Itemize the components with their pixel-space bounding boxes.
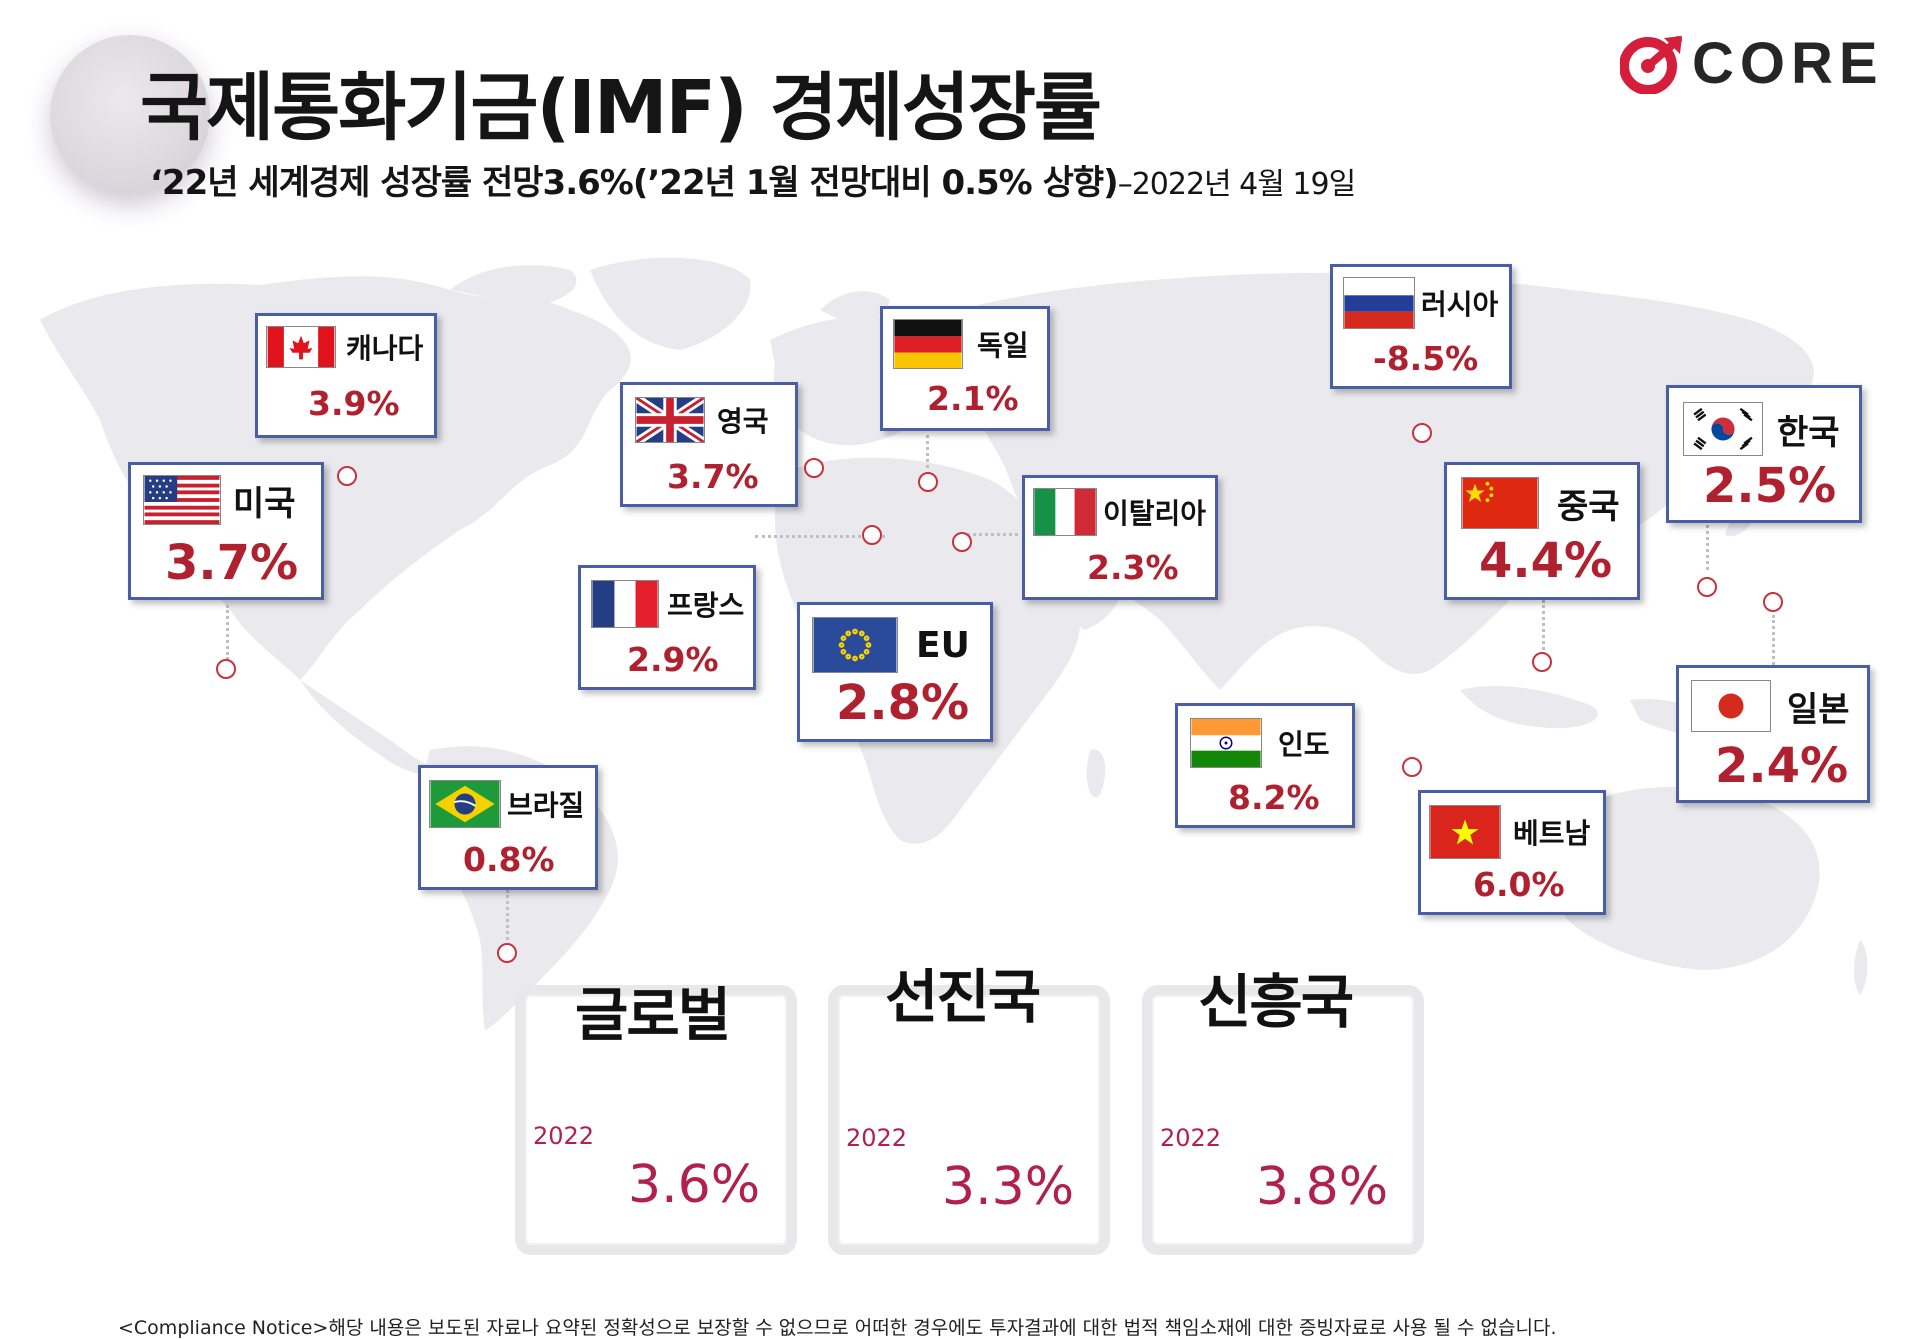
uk-flag-icon [635, 397, 705, 443]
country-value-italy: 2.3% [1087, 548, 1179, 587]
country-card-china: 중국 4.4% [1444, 462, 1640, 600]
korea-flag-icon [1683, 402, 1763, 456]
location-dot-korea [1697, 577, 1717, 597]
connector-line [926, 428, 929, 468]
connector-line [960, 533, 1025, 536]
core-logo-icon [1620, 35, 1682, 94]
summary-value-global: 3.6% [628, 1155, 761, 1215]
connector-line [226, 605, 229, 660]
summary-year-emerging: 2022 [1160, 1124, 1222, 1152]
country-name-canada: 캐나다 [346, 332, 424, 365]
country-name-usa: 미국 [233, 483, 296, 524]
country-value-usa: 3.7% [165, 535, 299, 591]
vietnam-flag-icon [1429, 805, 1501, 859]
summary-value-advanced: 3.3% [942, 1157, 1075, 1217]
country-value-korea: 2.5% [1703, 458, 1837, 514]
country-card-eu: EU 2.8% [797, 602, 993, 742]
country-value-uk: 3.7% [667, 457, 759, 496]
summary-year-global: 2022 [533, 1122, 595, 1150]
country-name-india: 인도 [1278, 728, 1330, 761]
country-name-japan: 일본 [1787, 689, 1850, 730]
page-title: 국제통화기금(IMF) 경제성장률 [140, 65, 1102, 151]
country-name-italy: 이탈리아 [1103, 497, 1207, 530]
country-card-italy: 이탈리아 2.3% [1022, 475, 1218, 600]
country-name-vietnam: 베트남 [1513, 817, 1591, 850]
location-dot-uk [804, 458, 824, 478]
country-name-germany: 독일 [977, 329, 1029, 362]
summary-title-advanced: 선진국 [885, 963, 1041, 1031]
location-dot-italy [952, 532, 972, 552]
eu-flag-icon [812, 617, 898, 673]
location-dot-china [1532, 652, 1552, 672]
country-card-germany: 독일 2.1% [880, 306, 1050, 431]
russia-flag-icon [1343, 277, 1415, 329]
country-card-uk: 영국 3.7% [620, 382, 798, 507]
summary-card-advanced [828, 985, 1110, 1255]
japan-flag-icon [1691, 680, 1771, 732]
country-value-brazil: 0.8% [463, 840, 555, 879]
summary-value-emerging: 3.8% [1256, 1157, 1389, 1217]
location-dot-russia [1412, 423, 1432, 443]
country-name-china: 중국 [1557, 486, 1620, 527]
country-name-eu: EU [916, 624, 970, 666]
france-flag-icon [591, 580, 659, 628]
country-value-eu: 2.8% [836, 675, 970, 731]
brazil-flag-icon [429, 780, 501, 828]
core-logo: CORE [1620, 30, 1884, 97]
country-value-france: 2.9% [627, 640, 719, 679]
connector-line [755, 535, 885, 538]
country-card-vietnam: 베트남 6.0% [1418, 790, 1606, 915]
country-value-vietnam: 6.0% [1473, 865, 1565, 904]
summary-card-emerging [1142, 985, 1424, 1255]
decorative-circle [50, 35, 210, 195]
country-name-russia: 러시아 [1421, 288, 1499, 321]
country-card-brazil: 브라질 0.8% [418, 765, 598, 890]
location-dot-france [862, 525, 882, 545]
location-dot-japan [1763, 592, 1783, 612]
connector-line [1706, 525, 1709, 570]
location-dot-canada [337, 466, 357, 486]
country-card-japan: 일본 2.4% [1676, 665, 1870, 803]
germany-flag-icon [893, 319, 963, 369]
logo-text: CORE [1692, 31, 1884, 96]
country-card-france: 프랑스 2.9% [578, 565, 756, 690]
connector-line [506, 890, 509, 940]
country-name-france: 프랑스 [667, 589, 745, 622]
summary-title-global: 글로벌 [575, 981, 731, 1049]
country-card-usa: 미국 3.7% [128, 462, 324, 600]
country-card-india: 인도 8.2% [1175, 703, 1355, 828]
country-value-india: 8.2% [1228, 778, 1320, 817]
country-card-korea: 한국 2.5% [1666, 385, 1862, 523]
location-dot-india [1402, 757, 1422, 777]
country-name-brazil: 브라질 [507, 789, 585, 822]
country-value-china: 4.4% [1479, 533, 1613, 589]
country-name-uk: 영국 [717, 405, 769, 438]
country-value-germany: 2.1% [927, 379, 1019, 418]
country-name-korea: 한국 [1777, 412, 1840, 453]
subtitle-date: –2022년 4월 19일 [1117, 167, 1356, 202]
compliance-notice: <Compliance Notice>해당 내용은 보도된 자료나 요약된 정확… [118, 1317, 1557, 1339]
page-subtitle: ‘22년 세계경제 성장률 전망3.6%(’22년 1월 전망대비 0.5% 상… [150, 155, 1356, 204]
country-value-canada: 3.9% [308, 384, 400, 423]
italy-flag-icon [1033, 488, 1097, 536]
country-value-japan: 2.4% [1715, 738, 1849, 794]
summary-title-emerging: 신흥국 [1198, 968, 1354, 1036]
india-flag-icon [1190, 718, 1262, 768]
summary-card-global [515, 985, 797, 1255]
location-dot-germany [918, 472, 938, 492]
canada-flag-icon [266, 326, 336, 368]
country-card-canada: 캐나다 3.9% [255, 313, 437, 438]
country-card-russia: 러시아 -8.5% [1330, 264, 1512, 389]
location-dot-usa [216, 659, 236, 679]
connector-line [1772, 615, 1775, 665]
location-dot-brazil [497, 943, 517, 963]
connector-line [1542, 600, 1545, 655]
summary-year-advanced: 2022 [846, 1124, 908, 1152]
country-value-russia: -8.5% [1373, 339, 1479, 378]
usa-flag-icon [143, 475, 221, 525]
china-flag-icon [1461, 477, 1539, 529]
subtitle-text: ‘22년 세계경제 성장률 전망3.6%(’22년 1월 전망대비 0.5% 상… [150, 163, 1119, 203]
